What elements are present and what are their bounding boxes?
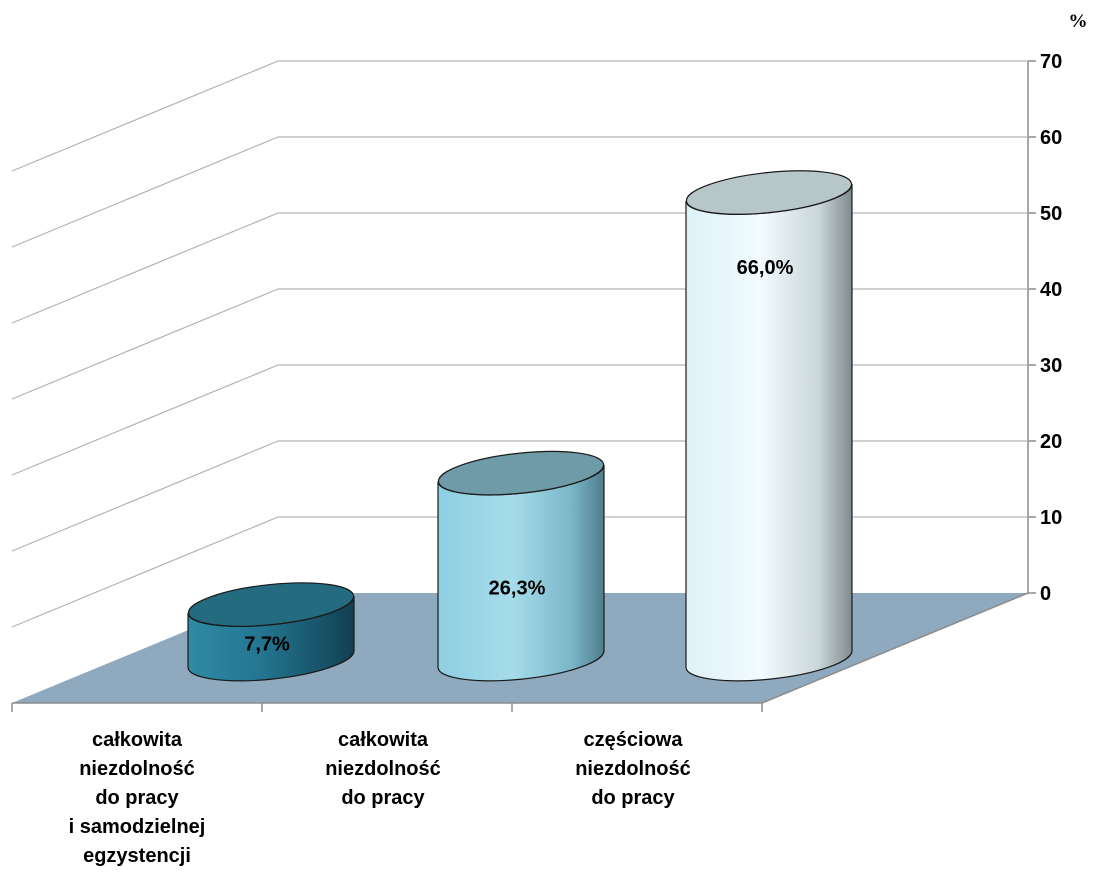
side-gridline-70: [11, 60, 279, 172]
data-label-2: 66,0%: [737, 257, 794, 279]
category-labels: całkowita niezdolność do pracy i samodzieln…: [69, 729, 691, 867]
category-label-2: częściowa niezdolność do pracy: [575, 729, 691, 809]
y-axis-ticks: 0 10 20 30 40 50 60 70: [1028, 51, 1062, 605]
category-label-1-line-2: do pracy: [341, 787, 425, 809]
bar-body-1: [437, 464, 605, 682]
y-tick-label-20: 20: [1040, 431, 1062, 453]
side-gridline-10: [11, 516, 279, 628]
x-axis-ticks: [11, 703, 763, 712]
y-tick-label-40: 40: [1040, 279, 1062, 301]
bar-2: [685, 170, 853, 682]
data-label-0: 7,7%: [244, 634, 290, 656]
y-tick-label-60: 60: [1040, 127, 1062, 149]
category-label-0: całkowita niezdolność do pracy i samodzieln…: [69, 729, 206, 867]
category-label-1-line-0: całkowita: [338, 729, 429, 751]
data-labels: 7,7% 26,3% 66,0%: [244, 257, 793, 656]
y-tick-label-10: 10: [1040, 507, 1062, 529]
bar-top-0: [187, 582, 355, 627]
y-tick-label-30: 30: [1040, 355, 1062, 377]
side-gridline-50: [11, 212, 279, 324]
category-label-0-line-1: niezdolność: [79, 758, 195, 780]
category-label-0-line-3: i samodzielnej: [69, 816, 206, 838]
y-tick-label-70: 70: [1040, 51, 1062, 73]
y-axis-unit: %: [1069, 11, 1088, 32]
floor-right-edge: [761, 592, 1029, 704]
bar-0: [187, 582, 355, 682]
side-gridline-30: [11, 364, 279, 476]
bar-top-2: [685, 170, 853, 215]
category-label-0-line-0: całkowita: [92, 729, 183, 751]
gridlines: [11, 60, 1028, 628]
category-label-2-line-2: do pracy: [591, 787, 675, 809]
side-gridline-40: [11, 288, 279, 400]
side-gridline-60: [11, 136, 279, 248]
category-label-2-line-1: niezdolność: [575, 758, 691, 780]
bar-1: [437, 450, 605, 682]
category-label-0-line-2: do pracy: [95, 787, 179, 809]
data-label-1: 26,3%: [489, 578, 546, 600]
side-gridline-20: [11, 440, 279, 552]
y-tick-label-0: 0: [1040, 583, 1051, 605]
category-label-0-line-4: egzystencji: [83, 845, 191, 867]
category-label-2-line-0: częściowa: [584, 729, 684, 751]
bars: [187, 170, 853, 682]
category-label-1: całkowita niezdolność do pracy: [325, 729, 441, 809]
bar-top-1: [437, 450, 605, 496]
y-tick-label-50: 50: [1040, 203, 1062, 225]
category-label-1-line-1: niezdolność: [325, 758, 441, 780]
